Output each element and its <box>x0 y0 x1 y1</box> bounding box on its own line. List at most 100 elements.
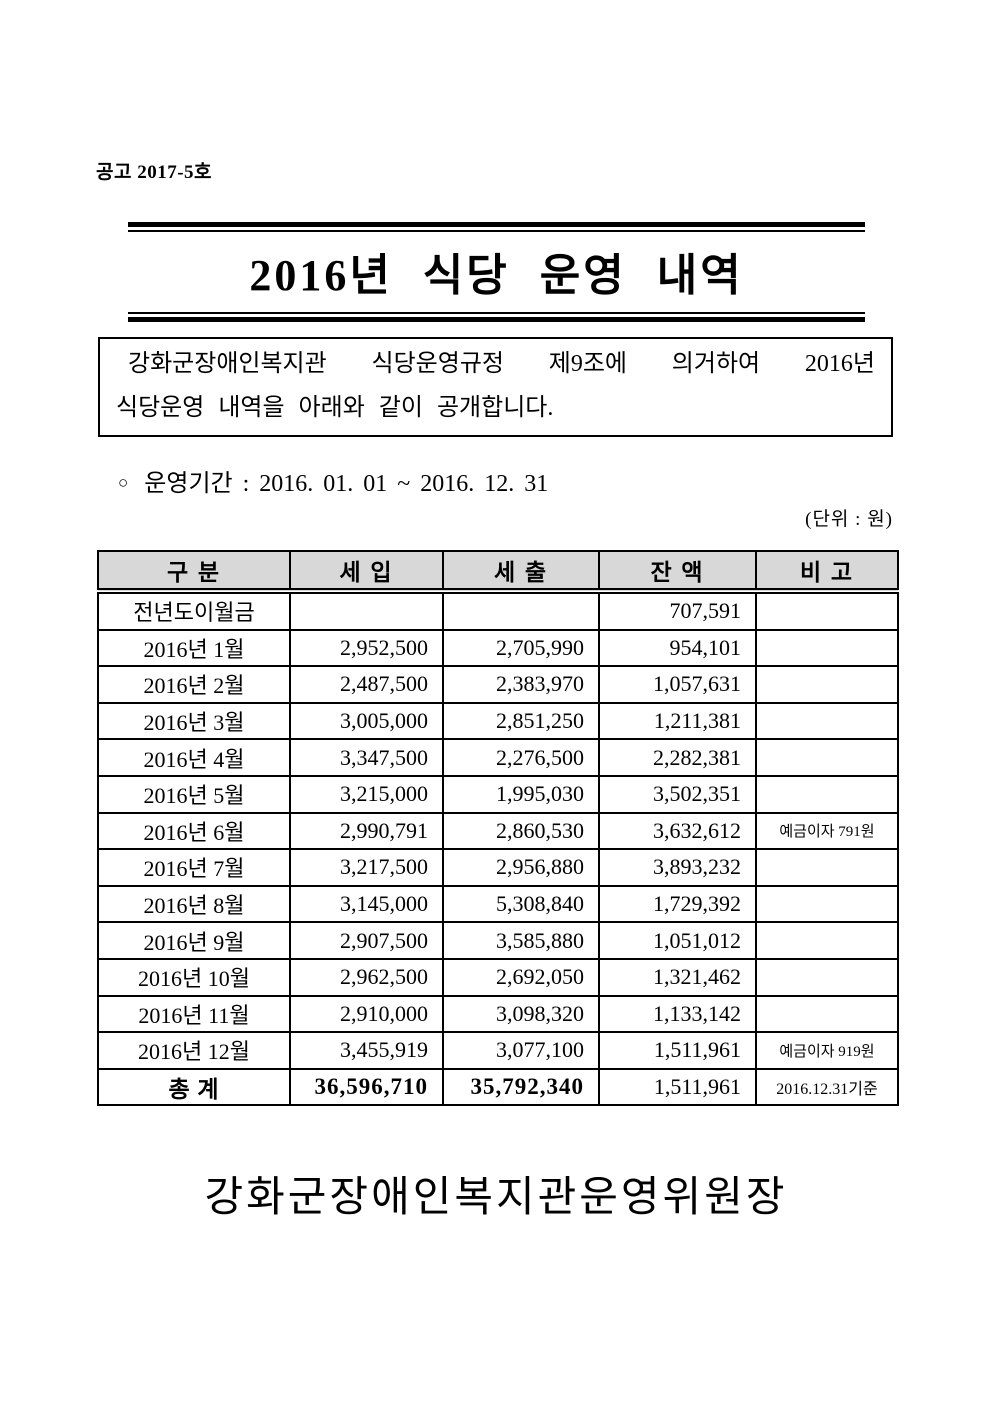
cell-income: 2,910,000 <box>289 994 444 1034</box>
cell-category: 2016년 8월 <box>97 884 291 924</box>
page-title: 2016년 식당 운영 내역 <box>249 251 744 300</box>
cell-balance: 1,511,961 <box>598 1067 757 1107</box>
cell-income: 2,907,500 <box>289 921 444 960</box>
table-row-month-05: 2016년 5월 3,215,000 1,995,030 3,502,351 <box>97 774 899 814</box>
cell-note: 2016.12.31기준 <box>755 1067 899 1107</box>
cell-expense: 2,705,990 <box>442 628 600 668</box>
title-band: 2016년 식당 운영 내역 <box>128 222 865 322</box>
cell-balance: 2,282,381 <box>598 738 757 777</box>
cell-note <box>755 701 899 741</box>
cell-category: 전년도이월금 <box>97 590 291 631</box>
cell-category: 총 계 <box>97 1067 291 1107</box>
cell-balance: 1,133,142 <box>598 994 757 1034</box>
table-row-month-01: 2016년 1월 2,952,500 2,705,990 954,101 <box>97 628 899 668</box>
cell-category: 2016년 10월 <box>97 957 291 997</box>
cell-income: 2,952,500 <box>289 628 444 668</box>
intro-line-1: 강화군장애인복지관 식당운영규정 제9조에 의거하여 2016년 <box>128 351 875 377</box>
cell-category: 2016년 6월 <box>97 811 291 851</box>
cell-income: 36,596,710 <box>289 1067 444 1107</box>
operation-period-text: 운영기간 : 2016. 01. 01 ~ 2016. 12. 31 <box>144 471 549 497</box>
cell-income: 3,215,000 <box>289 774 444 814</box>
cell-category: 2016년 4월 <box>97 738 291 777</box>
cell-category: 2016년 11월 <box>97 994 291 1034</box>
cell-balance: 3,502,351 <box>598 774 757 814</box>
cell-note <box>755 628 899 668</box>
cell-income: 3,005,000 <box>289 701 444 741</box>
cell-category: 2016년 1월 <box>97 628 291 668</box>
table-row-month-12: 2016년 12월 3,455,919 3,077,100 1,511,961 … <box>97 1031 899 1070</box>
cell-category: 2016년 3월 <box>97 701 291 741</box>
table-row-month-10: 2016년 10월 2,962,500 2,692,050 1,321,462 <box>97 957 899 997</box>
cell-balance: 1,057,631 <box>598 665 757 704</box>
cell-income: 2,962,500 <box>289 957 444 997</box>
cell-expense <box>442 590 600 631</box>
cell-balance: 3,893,232 <box>598 848 757 887</box>
cell-balance: 1,211,381 <box>598 701 757 741</box>
table-row-carryover: 전년도이월금 707,591 <box>97 590 899 631</box>
cell-income <box>289 590 444 631</box>
cell-expense: 3,098,320 <box>442 994 600 1034</box>
cell-income: 2,990,791 <box>289 811 444 851</box>
cell-expense: 3,585,880 <box>442 921 600 960</box>
cell-category: 2016년 2월 <box>97 665 291 704</box>
table-row-total: 총 계 36,596,710 35,792,340 1,511,961 2016… <box>97 1067 899 1107</box>
table-row-month-06: 2016년 6월 2,990,791 2,860,530 3,632,612 예… <box>97 811 899 851</box>
cell-expense: 3,077,100 <box>442 1031 600 1070</box>
col-header-balance: 잔 액 <box>598 550 757 594</box>
col-header-income: 세 입 <box>289 550 444 594</box>
cell-note <box>755 848 899 887</box>
cell-expense: 5,308,840 <box>442 884 600 924</box>
cell-balance: 1,321,462 <box>598 957 757 997</box>
cell-balance: 1,511,961 <box>598 1031 757 1070</box>
cell-note <box>755 994 899 1034</box>
cell-expense: 1,995,030 <box>442 774 600 814</box>
col-header-remarks: 비 고 <box>755 550 899 594</box>
cell-expense: 2,692,050 <box>442 957 600 997</box>
table-header-row: 구 분 세 입 세 출 잔 액 비 고 <box>97 550 899 594</box>
cell-expense: 2,956,880 <box>442 848 600 887</box>
table-row-month-11: 2016년 11월 2,910,000 3,098,320 1,133,142 <box>97 994 899 1034</box>
table-body: 전년도이월금 707,591 2016년 1월 2,952,500 2,705,… <box>97 590 899 1107</box>
title-bottom-thick-rule <box>128 317 865 322</box>
cell-balance: 954,101 <box>598 628 757 668</box>
cell-category: 2016년 7월 <box>97 848 291 887</box>
cell-income: 3,145,000 <box>289 884 444 924</box>
table-row-month-04: 2016년 4월 3,347,500 2,276,500 2,282,381 <box>97 738 899 777</box>
cell-category: 2016년 12월 <box>97 1031 291 1070</box>
operation-period: ○ 운영기간 : 2016. 01. 01 ~ 2016. 12. 31 <box>118 463 548 498</box>
cell-income: 2,487,500 <box>289 665 444 704</box>
cell-expense: 2,860,530 <box>442 811 600 851</box>
cell-note <box>755 884 899 924</box>
cell-expense: 2,276,500 <box>442 738 600 777</box>
ledger-table: 구 분 세 입 세 출 잔 액 비 고 전년도이월금 707,591 2016년… <box>97 550 899 1107</box>
cell-note <box>755 774 899 814</box>
col-header-expense: 세 출 <box>442 550 600 594</box>
cell-balance: 3,632,612 <box>598 811 757 851</box>
table-row-month-08: 2016년 8월 3,145,000 5,308,840 1,729,392 <box>97 884 899 924</box>
title-bottom-thin-rule <box>128 312 865 314</box>
cell-balance: 1,051,012 <box>598 921 757 960</box>
cell-note <box>755 738 899 777</box>
cell-balance: 1,729,392 <box>598 884 757 924</box>
notice-number: 공고 2017-5호 <box>96 162 213 183</box>
cell-income: 3,455,919 <box>289 1031 444 1070</box>
table-row-month-09: 2016년 9월 2,907,500 3,585,880 1,051,012 <box>97 921 899 960</box>
cell-expense: 2,383,970 <box>442 665 600 704</box>
cell-note <box>755 921 899 960</box>
cell-note <box>755 590 899 631</box>
cell-category: 2016년 5월 <box>97 774 291 814</box>
cell-expense: 35,792,340 <box>442 1067 600 1107</box>
cell-income: 3,217,500 <box>289 848 444 887</box>
cell-note: 예금이자 919원 <box>755 1031 899 1070</box>
table-row-month-03: 2016년 3월 3,005,000 2,851,250 1,211,381 <box>97 701 899 741</box>
intro-line-2: 식당운영 내역을 아래와 같이 공개합니다. <box>116 395 554 421</box>
cell-note: 예금이자 791원 <box>755 811 899 851</box>
cell-balance: 707,591 <box>598 590 757 631</box>
cell-note <box>755 665 899 704</box>
unit-note: (단위 : 원) <box>805 509 893 530</box>
cell-note <box>755 957 899 997</box>
intro-box: 강화군장애인복지관 식당운영규정 제9조에 의거하여 2016년 식당운영 내역… <box>98 337 893 437</box>
col-header-category: 구 분 <box>97 550 291 594</box>
cell-expense: 2,851,250 <box>442 701 600 741</box>
